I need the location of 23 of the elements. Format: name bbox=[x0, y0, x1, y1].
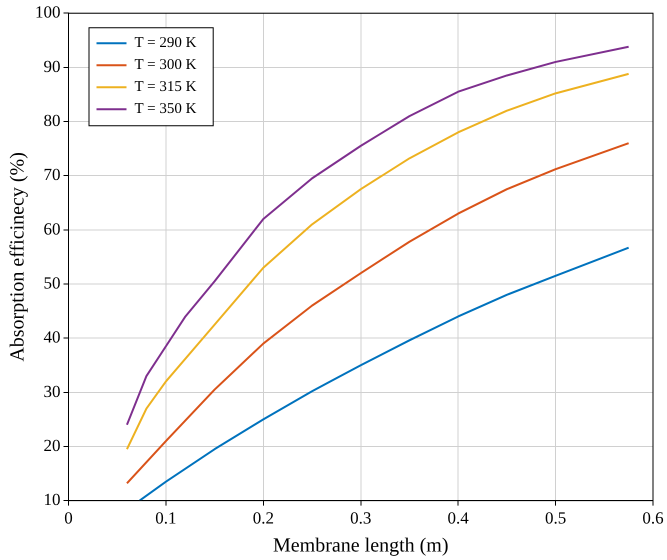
x-tick-label: 0.6 bbox=[642, 508, 664, 528]
y-tick-label: 30 bbox=[44, 382, 60, 401]
y-tick-label: 60 bbox=[44, 219, 60, 238]
y-tick-label: 70 bbox=[44, 165, 60, 184]
x-tick-label: 0.3 bbox=[350, 508, 372, 528]
y-tick-label: 20 bbox=[44, 436, 60, 455]
y-tick-label: 50 bbox=[44, 273, 60, 292]
legend-label: T = 300 K bbox=[134, 57, 197, 74]
legend-label: T = 315 K bbox=[134, 79, 197, 96]
y-tick-label: 80 bbox=[44, 110, 60, 130]
legend-label: T = 290 K bbox=[134, 35, 197, 52]
x-axis-title: Membrane length (m) bbox=[273, 534, 448, 556]
y-tick-label: 90 bbox=[44, 56, 60, 76]
x-tick-label: 0.4 bbox=[448, 508, 470, 528]
x-tick-label: 0.1 bbox=[155, 508, 177, 528]
y-tick-label: 100 bbox=[35, 2, 60, 22]
y-axis-title: Absorption efficinecy (%) bbox=[6, 152, 28, 362]
x-tick-label: 0.5 bbox=[544, 508, 566, 528]
x-tick-label: 0.2 bbox=[252, 508, 274, 528]
y-tick-label: 40 bbox=[44, 328, 60, 347]
y-tick-label: 10 bbox=[44, 490, 60, 510]
x-tick-label: 0 bbox=[64, 508, 73, 528]
legend-label: T = 350 K bbox=[134, 101, 197, 118]
